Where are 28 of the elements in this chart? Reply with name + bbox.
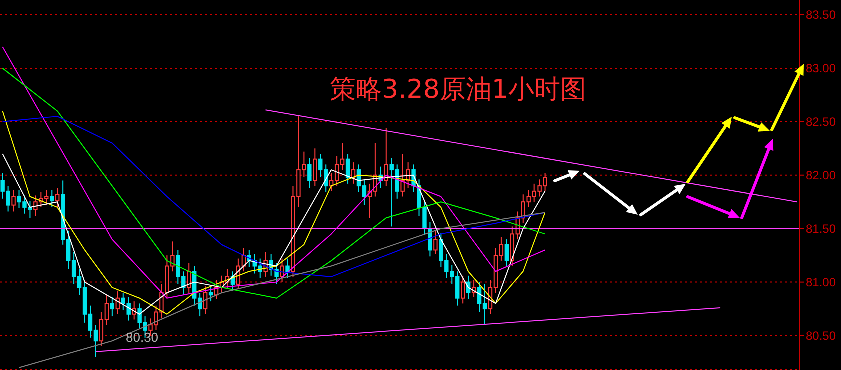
candlestick [346, 153, 350, 184]
candlestick [203, 286, 208, 315]
candlestick [56, 188, 60, 208]
candlestick [434, 230, 438, 256]
candlestick [50, 190, 54, 208]
line-series [18, 212, 546, 368]
y-tick-label: 83.00 [806, 62, 836, 76]
candlestick [460, 275, 466, 304]
candlestick [308, 158, 312, 189]
line-series [2, 110, 546, 315]
candlestick [428, 222, 432, 258]
y-tick-label: 82.00 [806, 168, 836, 183]
candlestick [280, 258, 284, 283]
y-tick-label: 80.50 [806, 329, 836, 344]
candlestick [313, 148, 318, 187]
y-tick-label: 83.50 [806, 8, 836, 22]
line-series [2, 116, 546, 278]
candlestick [504, 239, 510, 268]
y-tick-label: 82.50 [806, 115, 836, 130]
candlestick [422, 200, 427, 236]
candlestick [286, 258, 290, 279]
candlestick [208, 286, 214, 302]
candlestick [12, 190, 16, 212]
candlestick [110, 296, 115, 318]
y-tick-label: 81.00 [806, 276, 836, 290]
y-tick-label: 81.50 [806, 222, 836, 236]
text: 策略3.28原油1小时图 [330, 74, 586, 107]
annotation: 80.30 [126, 330, 159, 345]
